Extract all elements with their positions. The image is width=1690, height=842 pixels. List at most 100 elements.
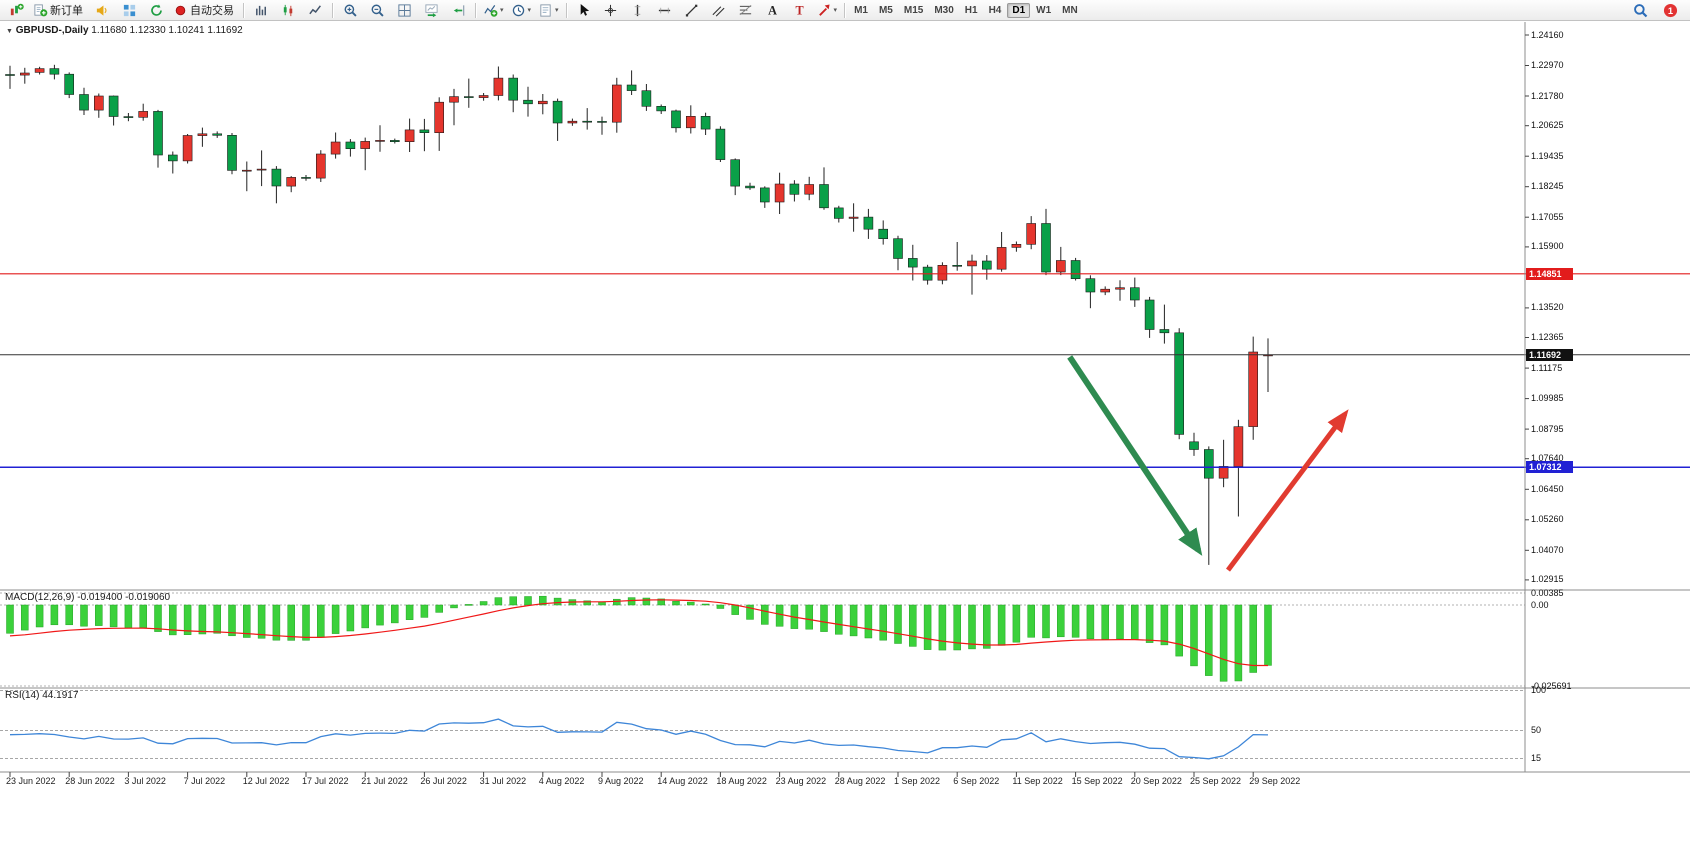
equidistant-channel-button[interactable] [706, 0, 732, 20]
bar-chart-icon [254, 3, 269, 18]
chevron-down-icon[interactable]: ▼ [6, 28, 13, 35]
cursor-button[interactable] [571, 0, 597, 20]
alerts-sound-button[interactable] [89, 0, 115, 20]
price-axis-label: 1.18245 [1531, 181, 1564, 192]
chevron-down-icon[interactable]: ▾ [555, 6, 559, 14]
equidistant-channel-icon [711, 3, 726, 18]
crosshair-button[interactable] [598, 0, 624, 20]
text-label-button[interactable]: T [787, 0, 813, 20]
price-badge: 1.07312 [1526, 461, 1573, 474]
timeframe-m1-button[interactable]: M1 [854, 4, 868, 16]
timeframe-m5-button[interactable]: M5 [878, 4, 893, 16]
text-label-icon: T [792, 3, 807, 18]
periods-button[interactable]: ▾ [508, 0, 535, 20]
auto-scroll-button[interactable] [418, 0, 444, 20]
timeframe-d1-button[interactable]: D1 [1007, 2, 1031, 18]
timeframe-h1-button[interactable]: H1 [964, 4, 978, 16]
notification-icon: 1 [1663, 3, 1678, 18]
text-button[interactable]: A [760, 0, 786, 20]
time-axis-label: 11 Sep 2022 [1012, 776, 1063, 786]
time-axis-label: 23 Jun 2022 [6, 776, 56, 786]
fibonacci-retracement-button[interactable] [733, 0, 759, 20]
chart-window[interactable]: ▼ GBPUSD-,Daily 1.11680 1.12330 1.10241 … [0, 22, 1690, 842]
strategy-refresh-button[interactable] [143, 0, 169, 20]
timeframe-w1-button[interactable]: W1 [1036, 4, 1052, 16]
trendline-button[interactable] [679, 0, 705, 20]
market-depth-icon [122, 3, 137, 18]
strategy-refresh-icon [149, 3, 164, 18]
chart-shift-button[interactable] [445, 0, 471, 20]
zoom-in-button[interactable] [337, 0, 363, 20]
time-axis-label: 28 Aug 2022 [834, 776, 886, 786]
main-toolbar: 新订单 自动交易 ▾ ▾ ▾ A T ▾ M1 M5 M15 M30 H1 H4 D1 W1 MN 1 [0, 0, 1690, 21]
time-axis-label: 28 Jun 2022 [65, 776, 115, 786]
price-axis[interactable]: 1.24160 1.22970 1.21780 1.20625 1.19435 1.182… [1525, 22, 1690, 792]
macd-label: MACD(12,26,9) -0.019400 -0.019060 [5, 592, 171, 603]
chart-symbol-period: GBPUSD-,Daily [15, 25, 89, 36]
auto-scroll-icon [424, 3, 439, 18]
price-axis-label: 1.02915 [1531, 574, 1564, 585]
search-button[interactable] [1627, 0, 1653, 20]
time-axis-label: 9 Aug 2022 [598, 776, 644, 786]
price-badge: 1.11692 [1526, 348, 1573, 361]
bullish-arrow[interactable] [1226, 409, 1349, 572]
macd-values: -0.019400 -0.019060 [77, 592, 171, 603]
vertical-line-button[interactable] [625, 0, 651, 20]
time-axis-label: 4 Aug 2022 [538, 776, 585, 786]
price-axis-label: 1.07640 [1531, 453, 1564, 464]
zoom-out-button[interactable] [364, 0, 390, 20]
time-axis-label: 21 Jul 2022 [361, 776, 408, 786]
rsi-axis-label: 15 [1531, 753, 1542, 764]
time-axis-label: 12 Jul 2022 [242, 776, 290, 786]
price-axis-label: 1.22970 [1531, 60, 1564, 70]
macd-axis-label: -0.025691 [1531, 680, 1572, 691]
horizontal-line-button[interactable] [652, 0, 678, 20]
price-axis-label: 1.09985 [1531, 393, 1564, 404]
alerts-sound-icon [95, 3, 110, 18]
toolbar-separator [844, 2, 846, 18]
price-axis-label: 1.08795 [1531, 423, 1564, 434]
arrow-objects-button[interactable]: ▾ [814, 0, 841, 20]
timeframe-m30-button[interactable]: M30 [934, 4, 954, 16]
timeframe-h4-button[interactable]: H4 [988, 4, 1002, 16]
new-chart-button[interactable] [3, 0, 29, 20]
autotrading-button[interactable]: 自动交易 [170, 0, 239, 20]
vertical-line-icon [630, 3, 645, 18]
time-axis-label: 25 Sep 2022 [1190, 776, 1242, 786]
tile-windows-button[interactable] [391, 0, 417, 20]
price-axis-label: 1.19435 [1531, 150, 1564, 161]
chevron-down-icon[interactable]: ▾ [833, 6, 838, 14]
timeframe-m15-button[interactable]: M15 [903, 4, 924, 16]
new-chart-icon [9, 3, 24, 18]
line-chart-button[interactable] [302, 0, 328, 20]
bar-chart-button[interactable] [248, 0, 274, 20]
market-depth-button[interactable] [116, 0, 142, 20]
time-axis-label: 3 Jul 2022 [124, 776, 166, 786]
horizontal-line-icon [657, 3, 672, 18]
arrow-objects-icon [817, 3, 832, 18]
new-order-button[interactable]: 新订单 [30, 0, 88, 20]
chevron-down-icon[interactable]: ▾ [500, 6, 504, 14]
bearish-arrow[interactable] [1067, 355, 1203, 556]
macd-axis-label: 0.00385 [1531, 587, 1564, 598]
toolbar-right-group: 1 [1627, 0, 1687, 20]
timeframe-mn-button[interactable]: MN [1062, 4, 1078, 16]
time-axis-label: 31 Jul 2022 [479, 776, 527, 786]
price-badge: 1.14851 [1526, 267, 1573, 280]
svg-text:1: 1 [1667, 5, 1672, 15]
time-axis-label: 26 Jul 2022 [420, 776, 467, 786]
candlestick-chart-button[interactable] [275, 0, 301, 20]
indicators-button[interactable]: ▾ [480, 0, 507, 20]
templates-button[interactable]: ▾ [535, 0, 562, 20]
price-axis-label: 1.17055 [1531, 211, 1564, 222]
price-axis-label: 1.20625 [1531, 120, 1564, 131]
time-axis-label: 18 Aug 2022 [716, 776, 767, 786]
fibonacci-retracement-icon [738, 3, 753, 18]
svg-text:A: A [768, 3, 777, 17]
chevron-down-icon[interactable]: ▾ [527, 6, 532, 14]
notification-button[interactable]: 1 [1657, 0, 1683, 20]
time-axis-label: 29 Sep 2022 [1249, 776, 1301, 786]
cursor-icon [576, 3, 591, 18]
price-axis-label: 1.04070 [1531, 544, 1564, 555]
